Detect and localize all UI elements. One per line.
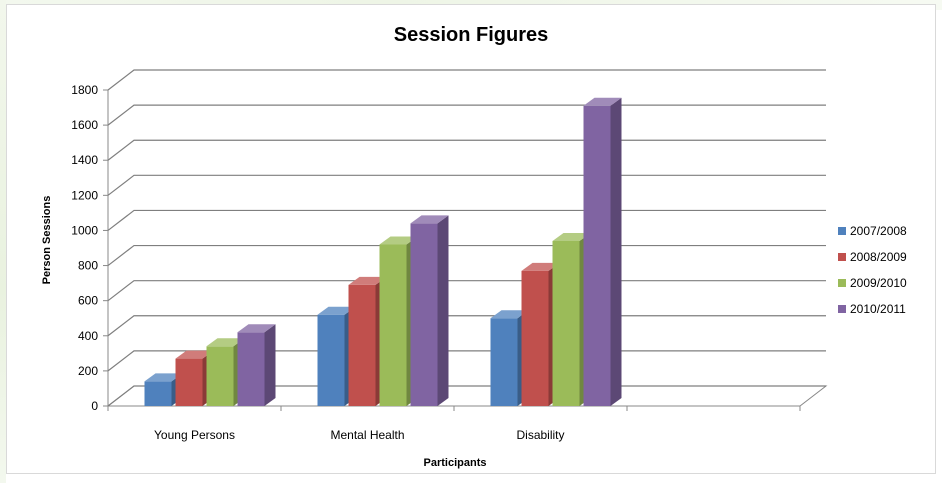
y-tick-label: 200 bbox=[78, 364, 98, 378]
bar-side bbox=[610, 97, 622, 407]
bar-front bbox=[490, 318, 518, 406]
bar-top bbox=[379, 236, 418, 245]
bar bbox=[237, 324, 276, 406]
bar-side bbox=[437, 215, 449, 406]
bar-front bbox=[206, 346, 234, 406]
legend-swatch bbox=[838, 253, 846, 261]
background-edge bbox=[0, 0, 6, 483]
legend-swatch bbox=[838, 305, 846, 313]
bar-front bbox=[583, 105, 611, 407]
y-tick-label: 400 bbox=[78, 329, 98, 343]
x-axis-title: Participants bbox=[424, 457, 487, 469]
bar-top bbox=[490, 310, 529, 319]
chart-title: Session Figures bbox=[393, 24, 549, 46]
legend-swatch bbox=[838, 227, 846, 235]
bar-top bbox=[348, 276, 387, 285]
y-axis-title: Person Sessions bbox=[41, 196, 53, 285]
bar bbox=[410, 215, 449, 406]
y-tick-label: 1200 bbox=[71, 188, 98, 202]
y-tick-label: 600 bbox=[78, 294, 98, 308]
bar-top bbox=[410, 215, 449, 224]
legend-swatch bbox=[838, 279, 846, 287]
bar-front bbox=[175, 358, 203, 406]
y-axis-ticks: 0 200 400 600 800 1000 1200 1400 1600 1800 bbox=[71, 83, 108, 413]
x-axis-ticks: Young Persons Mental Health Disability bbox=[107, 406, 801, 442]
bar-front bbox=[521, 270, 549, 406]
legend-label: 2007/2008 bbox=[850, 224, 907, 238]
bar-top bbox=[583, 97, 622, 106]
y-tick-label: 0 bbox=[91, 399, 98, 413]
bar-front bbox=[237, 332, 265, 406]
bar-top bbox=[317, 306, 356, 315]
bar-front bbox=[379, 244, 407, 406]
gridline bbox=[107, 69, 826, 91]
bar-top bbox=[206, 338, 245, 347]
legend-label: 2008/2009 bbox=[850, 250, 907, 264]
back-wall bbox=[134, 70, 826, 386]
bar-front bbox=[410, 223, 438, 406]
bar-top bbox=[237, 324, 276, 333]
x-tick-label: Mental Health bbox=[330, 428, 404, 442]
bars bbox=[144, 97, 622, 407]
y-tick-label: 1400 bbox=[71, 153, 98, 167]
bar-top bbox=[552, 232, 591, 241]
bar-front bbox=[317, 314, 345, 406]
bar-top bbox=[175, 350, 214, 359]
legend: 2007/2008 2008/2009 2009/2010 2010/2011 bbox=[838, 224, 907, 316]
bar-top bbox=[521, 262, 560, 271]
bar-front bbox=[552, 240, 580, 406]
x-tick-label: Disability bbox=[516, 428, 564, 442]
y-tick-label: 1600 bbox=[71, 118, 98, 132]
y-tick-label: 800 bbox=[78, 259, 98, 273]
bar-top bbox=[144, 373, 183, 382]
bar-front bbox=[144, 381, 172, 406]
y-tick-label: 1800 bbox=[71, 83, 98, 97]
legend-label: 2009/2010 bbox=[850, 276, 907, 290]
bar bbox=[583, 97, 622, 407]
x-tick-label: Young Persons bbox=[154, 428, 235, 442]
bar-side bbox=[264, 324, 276, 406]
legend-label: 2010/2011 bbox=[850, 302, 906, 316]
bar-front bbox=[348, 284, 376, 406]
y-tick-label: 1000 bbox=[71, 223, 98, 237]
